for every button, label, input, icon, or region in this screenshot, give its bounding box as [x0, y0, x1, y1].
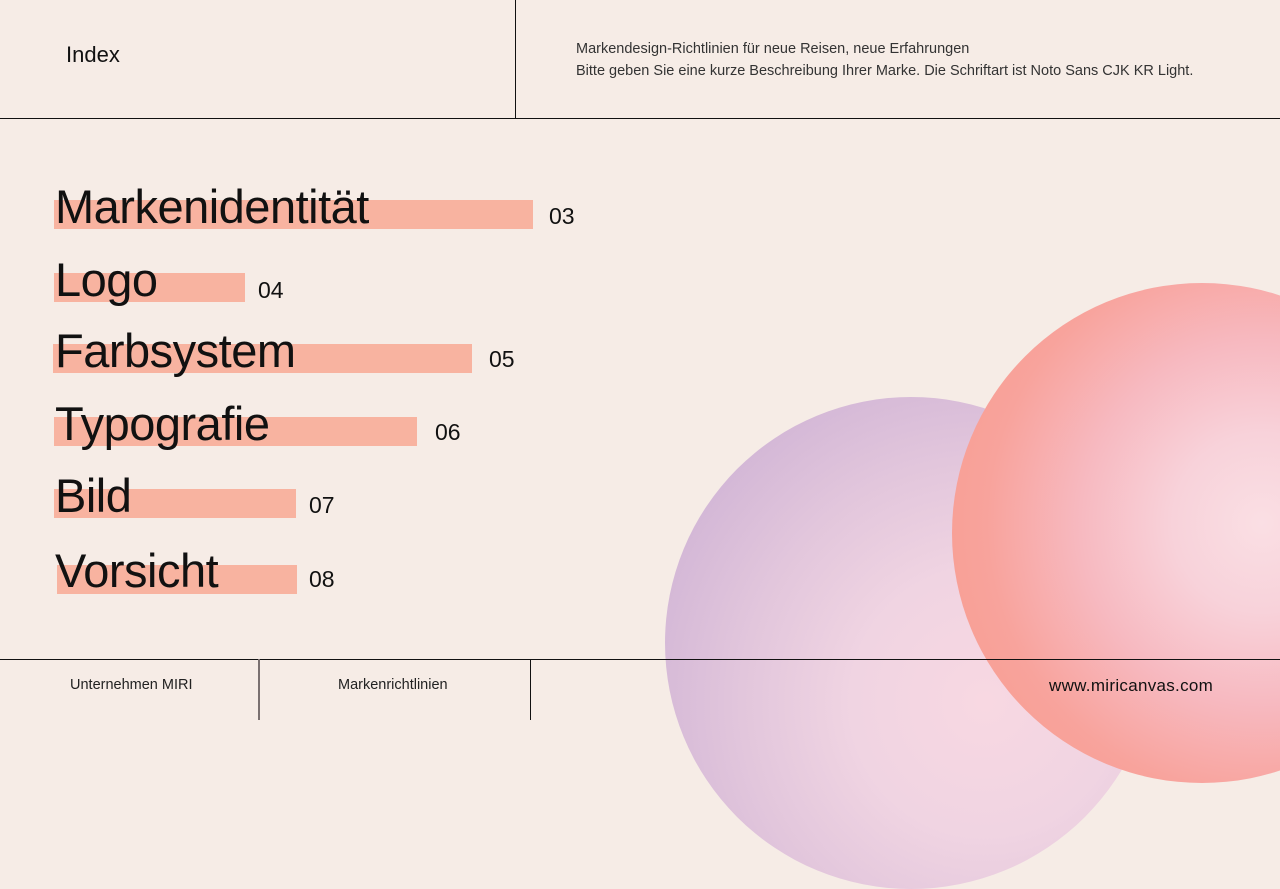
footer-divider-2: [530, 659, 531, 720]
highlight-bar: [54, 417, 417, 446]
toc-page-number: 07: [309, 492, 335, 518]
highlight-bar: [54, 489, 296, 518]
toc-label: Bild: [55, 469, 132, 522]
toc-page-number: 08: [309, 566, 335, 592]
footer-rule: [0, 659, 1280, 660]
footer-company: Unternehmen MIRI: [70, 677, 193, 693]
toc-label: Typografie: [55, 397, 270, 450]
brand-description: Markendesign-Richtlinien für neue Reisen…: [576, 38, 1193, 82]
toc-page-number: 06: [435, 419, 461, 445]
footer-divider-1: [258, 659, 260, 720]
toc-label: Logo: [55, 253, 158, 306]
description-line-2: Bitte geben Sie eine kurze Beschreibung …: [576, 63, 1194, 79]
toc-page-number: 05: [489, 346, 515, 372]
page-title: Index: [66, 42, 120, 67]
highlight-bar: [57, 565, 297, 594]
header-divider: [515, 0, 516, 118]
toc-label: Markenidentität: [55, 180, 369, 233]
website-link[interactable]: www.miricanvas.com: [1049, 676, 1214, 695]
toc-label: Vorsicht: [55, 544, 219, 597]
highlight-bar: [54, 200, 533, 229]
toc-page-number: 04: [258, 277, 284, 303]
header-rule: [0, 118, 1280, 119]
footer-section: Markenrichtlinien: [338, 677, 448, 693]
highlight-bar: [54, 273, 245, 302]
toc-page-number: 03: [549, 203, 575, 229]
highlight-bar: [53, 344, 472, 373]
description-line-1: Markendesign-Richtlinien für neue Reisen…: [576, 41, 970, 57]
toc-label: Farbsystem: [55, 324, 296, 377]
